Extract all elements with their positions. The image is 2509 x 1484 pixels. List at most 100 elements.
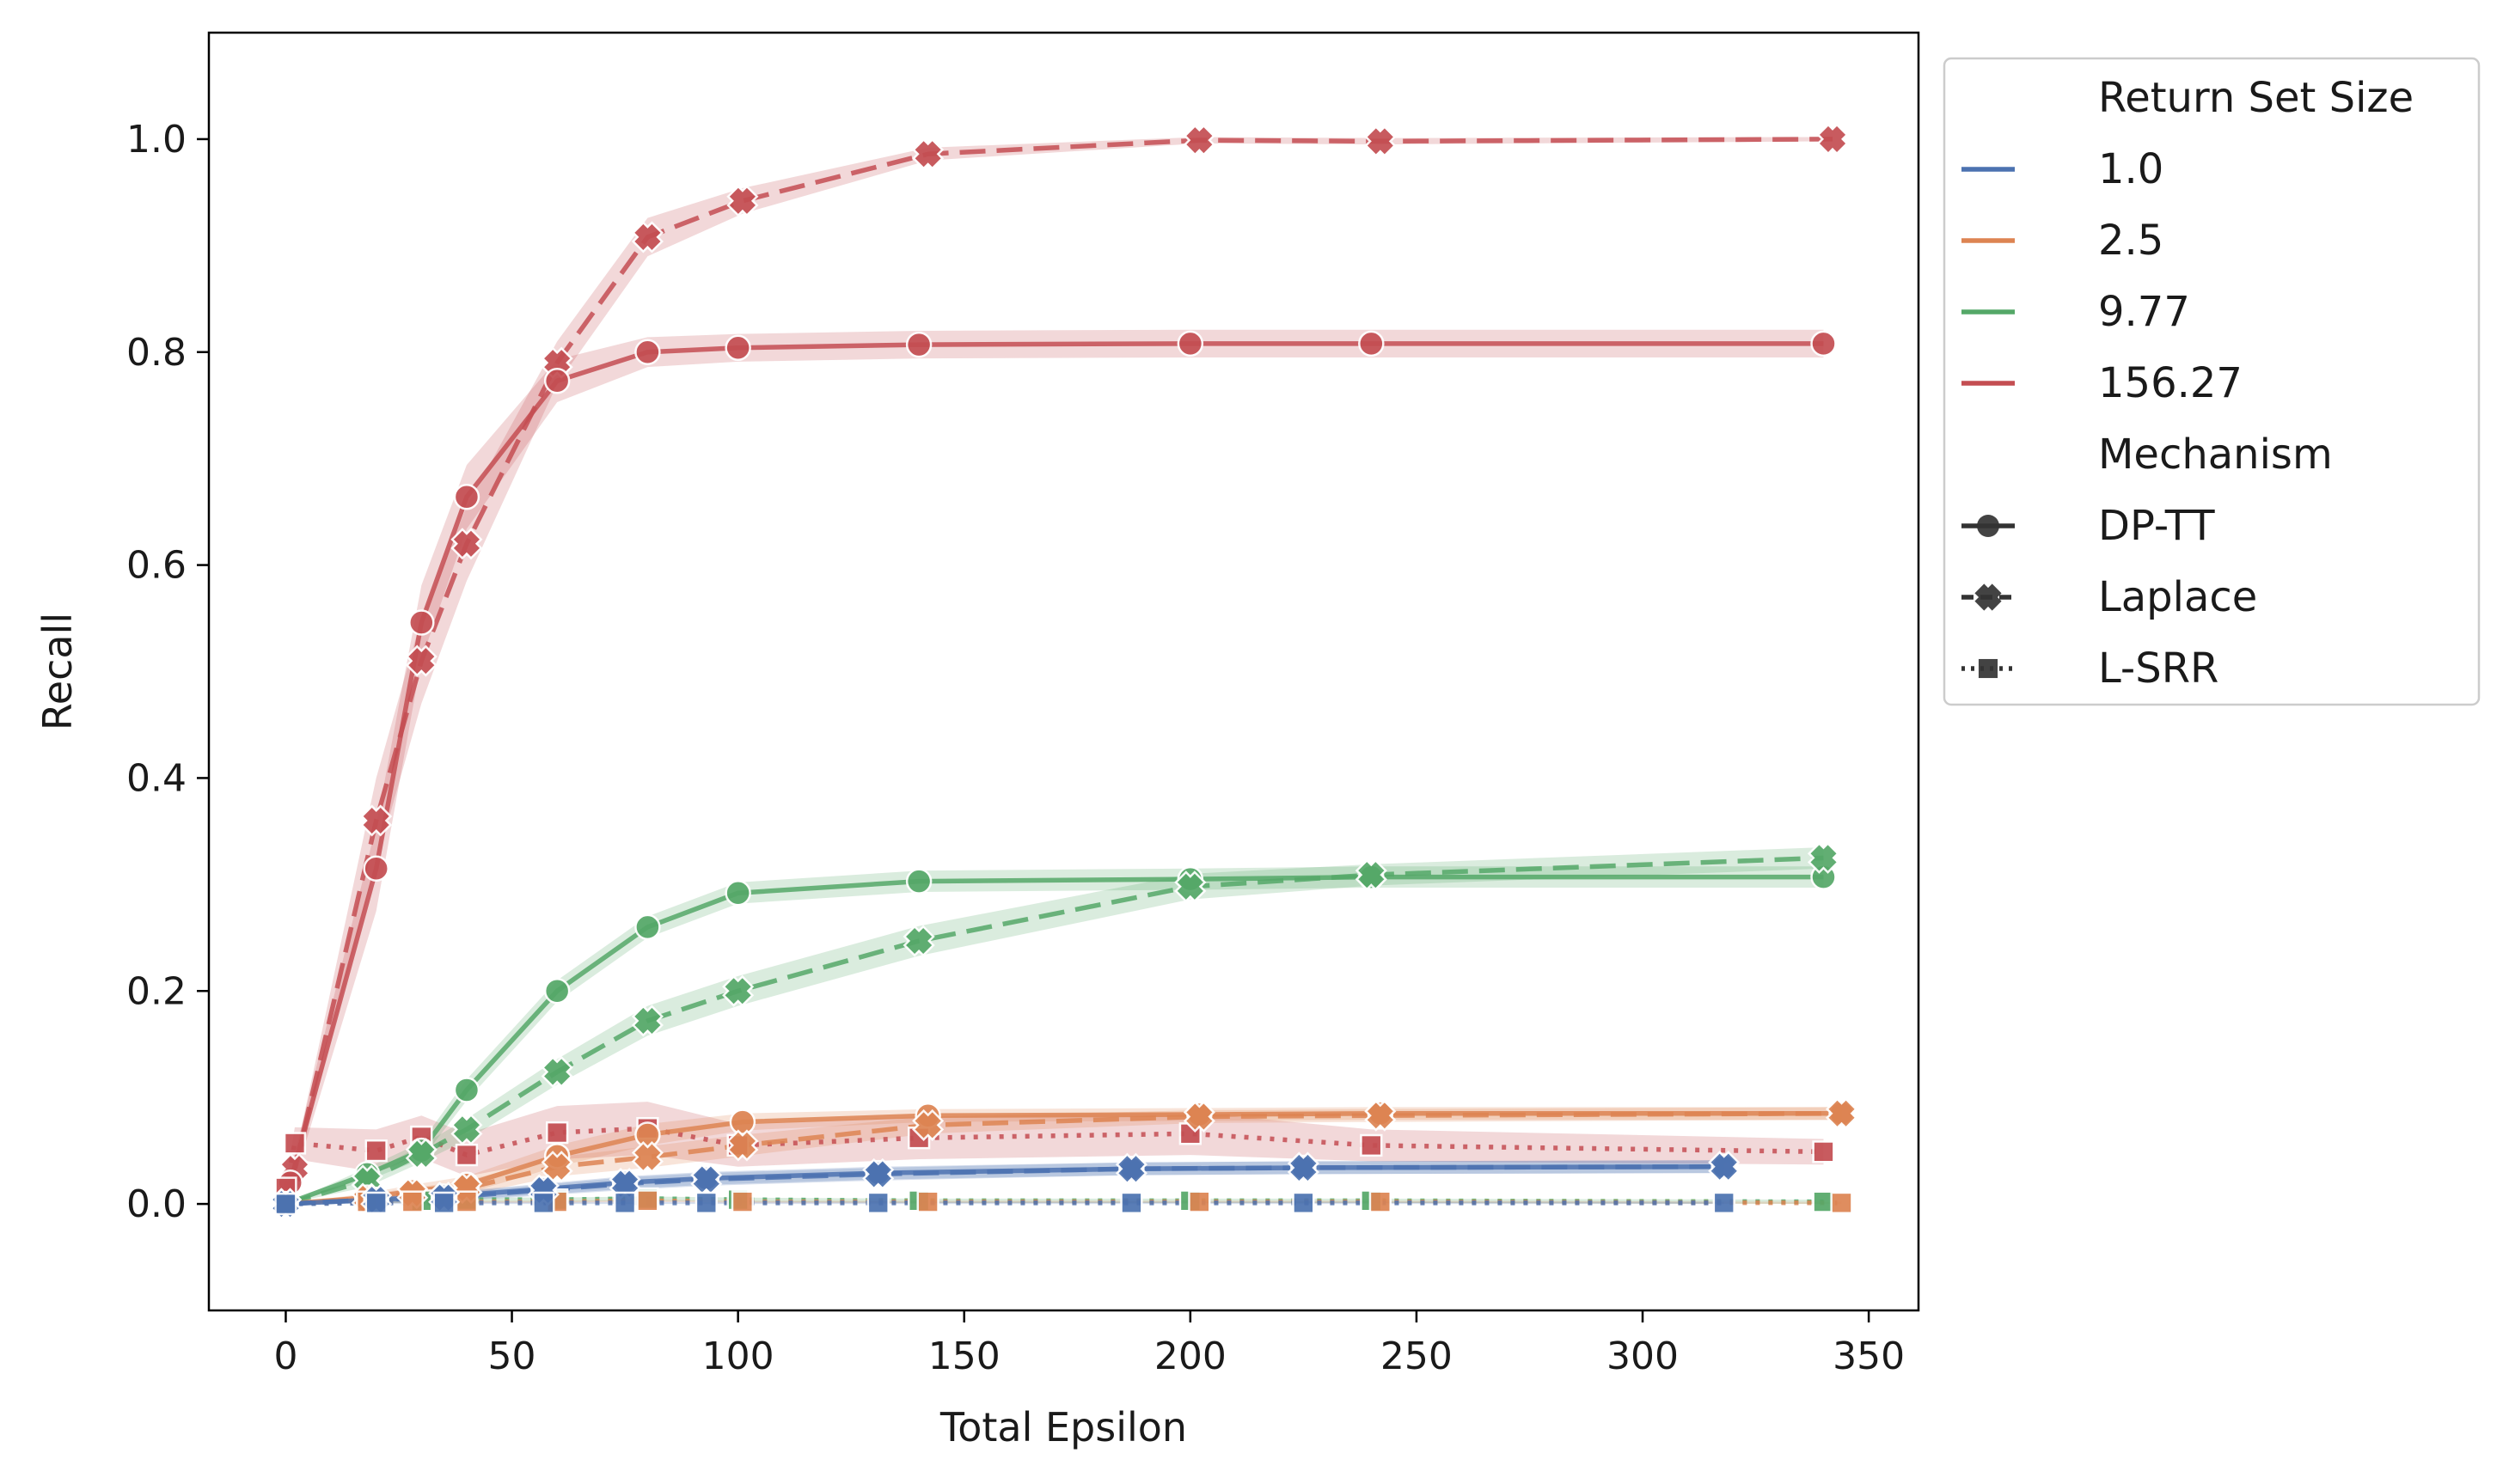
series-156-27-dp-tt-point: [363, 855, 389, 882]
series-1-0-laplace-point: [609, 1167, 641, 1200]
legend-label-l-srr: L-SRR: [2098, 644, 2218, 693]
x-tick-label: 200: [1154, 1334, 1227, 1378]
series-9-77-laplace-point: [1355, 858, 1387, 891]
series-2-5-laplace-point: [1183, 1100, 1215, 1133]
series-1-0-l-srr-point: [1120, 1191, 1143, 1214]
series-156-27-dp-tt-point: [1177, 330, 1204, 357]
series-156-27-laplace-point: [631, 221, 664, 253]
series-2-5-l-srr-point: [916, 1190, 939, 1213]
series-156-27-laplace-point: [360, 804, 393, 837]
series-2-5-laplace-point: [1364, 1099, 1397, 1132]
series-1-0-l-srr-line: [285, 1200, 1724, 1206]
series-9-77-laplace-point: [541, 1055, 573, 1088]
series-156-27-dp-tt-point: [1358, 330, 1385, 357]
series-1-0-laplace-point: [1287, 1151, 1319, 1184]
series-1-0-laplace-point: [1708, 1151, 1741, 1183]
series-156-27-l-srr-point: [364, 1139, 388, 1163]
series-1-0-laplace-point: [690, 1163, 723, 1196]
series-2-5-l-srr-point: [731, 1190, 755, 1213]
series-156-27-laplace-point: [912, 137, 945, 170]
y-tick-label: 1.0: [126, 118, 187, 162]
series-2-5-l-srr-point: [401, 1190, 424, 1213]
legend-hue-title: Return Set Size: [2098, 74, 2414, 122]
series-1-0-laplace-point: [1115, 1152, 1147, 1185]
series-1-0-l-srr-point: [866, 1191, 890, 1214]
x-tick-label: 250: [1380, 1334, 1453, 1378]
legend-label-laplace: Laplace: [2098, 573, 2257, 621]
series-9-77-dp-tt-point: [543, 978, 571, 1005]
legend-marker-dp-tt: [1977, 515, 1999, 537]
y-axis: 0.0 0.2 0.4 0.6 0.8 1.0: [126, 118, 209, 1226]
series-1-0-l-srr-point: [613, 1191, 637, 1214]
series-156-27-laplace-point: [1183, 124, 1215, 156]
series-9-77-laplace-point: [1807, 841, 1840, 874]
series-9-77-dp-tt-point: [905, 868, 933, 895]
series-9-77-dp-tt-point: [453, 1077, 480, 1103]
series-1-0-laplace-point: [862, 1157, 895, 1190]
series-156-27-laplace-point: [1364, 125, 1397, 157]
y-tick-label: 0.4: [126, 756, 187, 800]
y-tick-label: 0.2: [126, 969, 187, 1013]
series-156-27-laplace-point: [1816, 123, 1849, 156]
series-2-5-laplace-line: [285, 1111, 1842, 1206]
series-2-5-l-srr-point: [1188, 1190, 1211, 1213]
series-9-77-laplace-point: [450, 1113, 483, 1145]
x-axis-title: Total Epsilon: [939, 1404, 1187, 1450]
series-9-77-laplace-point: [722, 974, 755, 1007]
legend-label-1-0: 1.0: [2098, 145, 2163, 193]
series-1-0-l-srr-point: [532, 1191, 555, 1214]
x-tick-label: 350: [1833, 1334, 1905, 1378]
series-2-5-l-srr-point: [1830, 1191, 1853, 1214]
series-9-77-laplace-point: [1174, 870, 1207, 903]
series-9-77-laplace-point: [405, 1138, 438, 1170]
series-156-27-dp-tt-point: [1810, 330, 1837, 357]
series-markers: [269, 123, 1858, 1220]
series-156-27-dp-tt-point: [453, 484, 480, 510]
series-1-0-laplace-band: [285, 1160, 1724, 1205]
series-2-5-laplace-point: [631, 1140, 664, 1174]
series-156-27-laplace-line: [283, 137, 1833, 1205]
series-2-5-laplace-point: [541, 1151, 573, 1183]
y-tick-label: 0.8: [126, 331, 187, 375]
legend-label-156-27: 156.27: [2098, 359, 2243, 407]
legend-label-dp-tt: DP-TT: [2098, 502, 2215, 550]
series-1-0-l-srr-point: [274, 1192, 297, 1216]
series-156-27-l-srr-point: [283, 1132, 307, 1155]
y-tick-label: 0.0: [126, 1182, 187, 1226]
series-1-0-l-srr-point: [364, 1191, 388, 1214]
series-156-27-dp-tt-point: [543, 367, 571, 394]
series-1-0-l-srr-point: [1292, 1191, 1315, 1214]
series-156-27-laplace-point: [405, 644, 438, 677]
y-tick-label: 0.6: [126, 544, 187, 588]
series-156-27-laplace-point: [726, 185, 759, 217]
series-156-27-dp-tt-point: [408, 609, 435, 636]
series-9-77-dp-tt-point: [634, 913, 661, 941]
series-156-27-l-srr-point: [455, 1143, 479, 1167]
series-1-0-l-srr-point: [1712, 1191, 1735, 1214]
series-156-27-dp-tt-point: [634, 339, 661, 365]
series-156-27-l-srr-band: [285, 1102, 1824, 1194]
series-9-77-laplace-band: [285, 846, 1824, 1205]
series-2-5-laplace-point: [726, 1129, 759, 1162]
series-1-0-l-srr-point: [695, 1191, 718, 1214]
series-2-5-laplace-point: [1825, 1097, 1858, 1130]
legend-style-title: Mechanism: [2098, 431, 2333, 479]
series-156-27-dp-tt-point: [905, 331, 933, 358]
series-2-5-l-srr-point: [1368, 1190, 1392, 1213]
legend: Return Set Size 1.0 2.5 9.77 156.27 Mechanism…: [1943, 57, 2481, 706]
x-tick-label: 50: [488, 1334, 536, 1378]
x-axis: 0 50 100 150 200 250 300 350: [273, 1310, 1905, 1378]
series-156-27-l-srr-point: [1812, 1140, 1835, 1163]
series-9-77-laplace-point: [903, 925, 935, 957]
series-156-27-l-srr-line: [283, 1126, 1824, 1189]
x-tick-label: 150: [928, 1334, 1001, 1378]
series-156-27-dp-tt-point: [725, 334, 751, 362]
legend-marker-laplace: [1974, 583, 2002, 611]
x-tick-label: 100: [702, 1334, 774, 1378]
legend-label-9-77: 9.77: [2098, 288, 2190, 336]
x-tick-label: 300: [1606, 1334, 1679, 1378]
x-tick-label: 0: [273, 1334, 297, 1378]
series-2-5-dp-tt-point: [729, 1108, 756, 1135]
plot-frame: [207, 31, 1920, 1312]
